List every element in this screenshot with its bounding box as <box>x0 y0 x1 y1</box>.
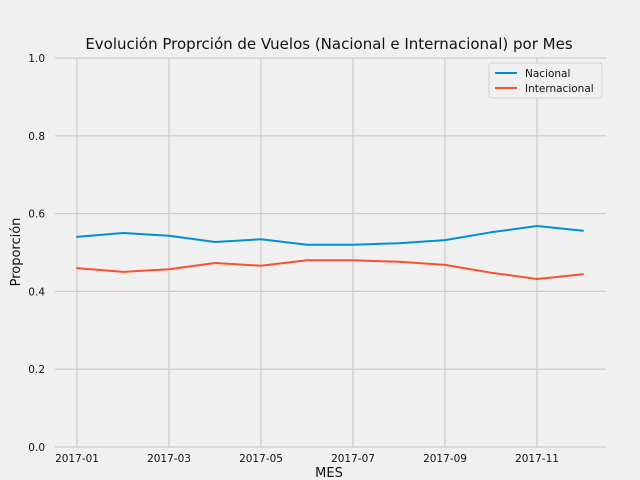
y-tick-label: 0.8 <box>28 131 45 143</box>
y-tick-label: 1.0 <box>28 53 45 65</box>
series-lines <box>76 225 584 280</box>
series-line-internacional <box>76 259 584 280</box>
legend-label-internacional: Internacional <box>525 83 594 95</box>
grid <box>55 57 606 448</box>
legend: Nacional Internacional <box>488 62 603 99</box>
y-tick-label: 0.2 <box>28 364 45 376</box>
legend-label-nacional: Nacional <box>525 68 570 80</box>
tick-labels: 0.0 0.2 0.4 0.6 0.8 1.0 2017-01 2017-03 2017-05 2… <box>28 53 559 465</box>
x-tick-label: 2017-05 <box>239 453 283 465</box>
series-line-nacional <box>76 225 584 246</box>
x-tick-label: 2017-03 <box>147 453 191 465</box>
x-tick-label: 2017-07 <box>331 453 375 465</box>
legend-box <box>488 62 603 99</box>
x-tick-label: 2017-09 <box>423 453 467 465</box>
y-axis-label: Proporción <box>9 218 24 287</box>
chart-title: Evolución Proprción de Vuelos (Nacional … <box>85 35 573 53</box>
y-tick-label: 0.6 <box>28 209 45 221</box>
y-tick-label: 0.0 <box>28 442 45 454</box>
y-tick-label: 0.4 <box>28 286 45 298</box>
x-axis-label: MES <box>315 466 343 480</box>
x-tick-label: 2017-01 <box>55 453 99 465</box>
x-tick-label: 2017-11 <box>515 453 559 465</box>
